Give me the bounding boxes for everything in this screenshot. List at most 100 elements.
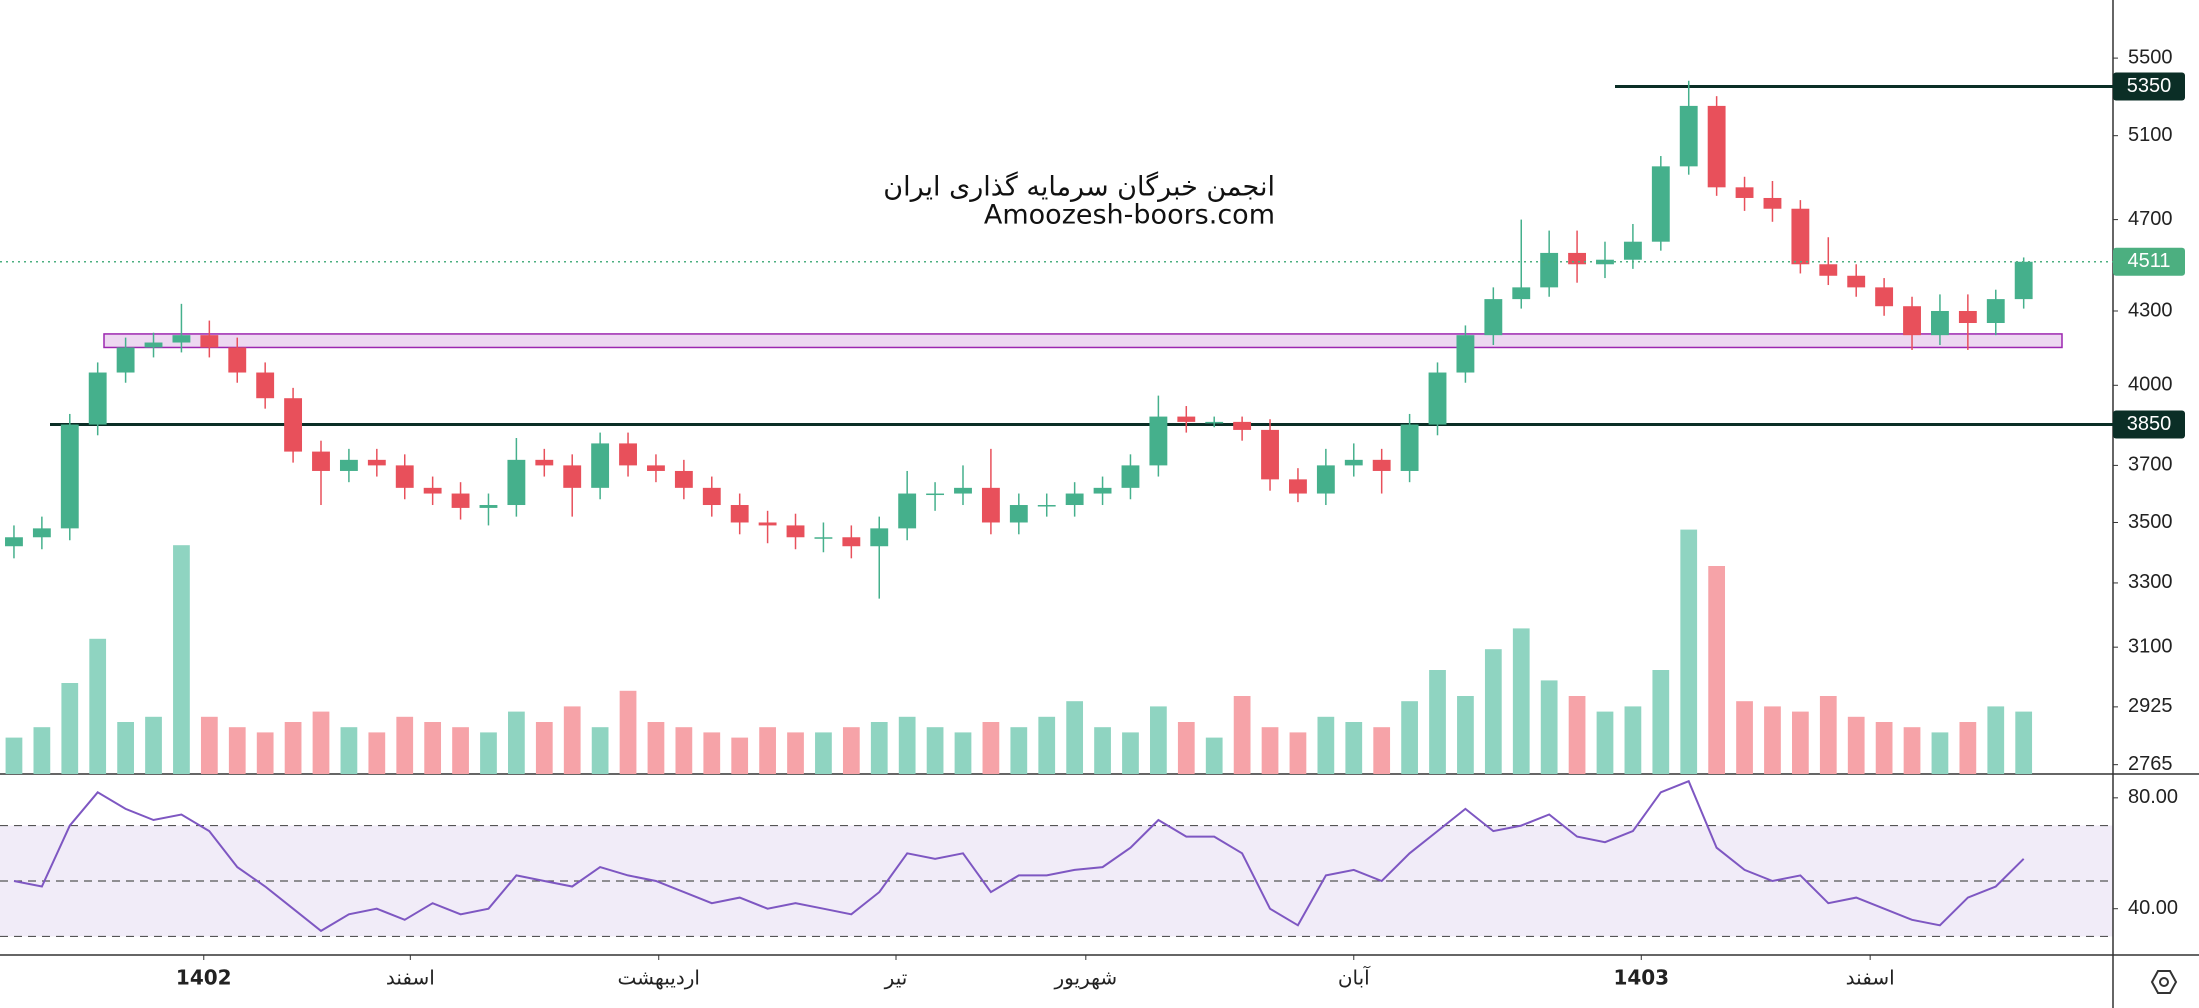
volume-bar (1540, 680, 1558, 774)
candle-body (1931, 310, 1949, 336)
volume-bar (1484, 649, 1502, 774)
candle-body (1819, 264, 1838, 276)
candle-body (954, 487, 972, 494)
volume-bar (563, 706, 581, 774)
candle-body (619, 443, 637, 466)
candle-body (144, 342, 163, 348)
candle-body (563, 465, 582, 488)
candle-body (284, 398, 303, 452)
watermark-title: انجمن خبرگان سرمایه گذاری ایران (883, 171, 1275, 203)
candle-body (339, 459, 358, 471)
candle-body (1623, 241, 1642, 260)
candle-body (674, 470, 693, 488)
volume-bar (1177, 722, 1195, 774)
volume-bar (1708, 566, 1726, 774)
candle-body (1009, 505, 1028, 523)
candle-body (1735, 187, 1754, 198)
volume-bar (284, 722, 302, 774)
candle-body (1986, 299, 2005, 324)
candle-body (1177, 416, 1196, 422)
candle-body (981, 487, 1000, 523)
y-tick-label: 2925 (2128, 695, 2173, 717)
candle-body (1903, 306, 1921, 336)
candle-body (256, 372, 275, 399)
volume-bar (1457, 696, 1474, 774)
settings-hexagon[interactable] (2150, 970, 2178, 994)
candle-body (1344, 459, 1363, 466)
volume-bar (1764, 706, 1781, 774)
candle-body (1037, 505, 1056, 507)
candle-body (1316, 465, 1335, 494)
volume-bar (1094, 727, 1111, 774)
candle-body (1233, 421, 1252, 430)
volume-bar (898, 716, 916, 774)
volume-bar (340, 727, 358, 774)
candle-body (2014, 261, 2033, 300)
volume-bar (480, 732, 497, 774)
candle-body (1707, 105, 1726, 188)
y-tick-label: 4700 (2128, 208, 2173, 230)
candle-body (1093, 487, 1112, 494)
x-tick-label: اسفند (1846, 966, 1895, 990)
candle-body (1065, 493, 1084, 506)
level-badge (2113, 72, 2185, 101)
volume-bar (1010, 727, 1028, 774)
volume-bar (256, 732, 274, 774)
candle-body (1958, 310, 1977, 324)
x-tick-label: اسفند (386, 966, 435, 990)
candle-body (32, 528, 51, 538)
candle-body (730, 505, 749, 523)
candle-body (1875, 287, 1894, 307)
plot-background (0, 824, 2113, 938)
volume-bar (200, 716, 218, 774)
volume-bar (173, 545, 190, 774)
volume-bar (1038, 716, 1056, 774)
candle-body (870, 528, 889, 547)
settings-icon[interactable] (2150, 970, 2178, 994)
settings-dot[interactable] (2159, 977, 2169, 987)
volume-bar (1680, 529, 1698, 774)
volume-bar (703, 732, 721, 774)
volume-bar (1792, 711, 1809, 774)
candle-body (1512, 287, 1531, 300)
candle-body (647, 465, 665, 471)
rsi-line (13, 779, 2025, 933)
rsi-tick-label: 40.00 (2128, 897, 2178, 919)
volume-bar (675, 727, 693, 774)
volume-bar (954, 732, 972, 774)
candle-body (423, 487, 442, 494)
candle-body (1289, 479, 1307, 494)
volume-bar (117, 722, 134, 774)
candle-body (312, 451, 330, 471)
level-label: 5350 (2127, 75, 2172, 97)
volume-bar (870, 722, 888, 774)
candle-body (1651, 166, 1670, 242)
candle-body (116, 347, 135, 373)
volume-bar (1401, 701, 1418, 774)
candle-body (1456, 335, 1475, 373)
candle-body (88, 372, 107, 425)
last-price-label: 4511 (2127, 250, 2170, 272)
volume-bar (145, 716, 162, 774)
volume-bar (535, 722, 553, 774)
candle-body (1400, 424, 1419, 471)
volume-bar (1261, 727, 1279, 774)
volume-bar (619, 690, 637, 774)
candle-body (451, 493, 470, 508)
level-badge (2113, 410, 2185, 439)
volume-bar (61, 683, 79, 774)
candle-body (1679, 105, 1698, 167)
candle-body (926, 493, 945, 496)
level-label: 3850 (2127, 413, 2172, 435)
volume-bar (1429, 670, 1446, 774)
volume-bar (368, 732, 386, 774)
x-tick-label: اردیبهشت (618, 966, 700, 990)
candle-body (1763, 197, 1782, 209)
volume-bar (1122, 732, 1139, 774)
volume-bar (1568, 696, 1586, 774)
volume-bar (1931, 732, 1949, 774)
volume-bar (982, 722, 1000, 774)
volume-bar (1624, 706, 1642, 774)
candle-body (507, 459, 526, 506)
